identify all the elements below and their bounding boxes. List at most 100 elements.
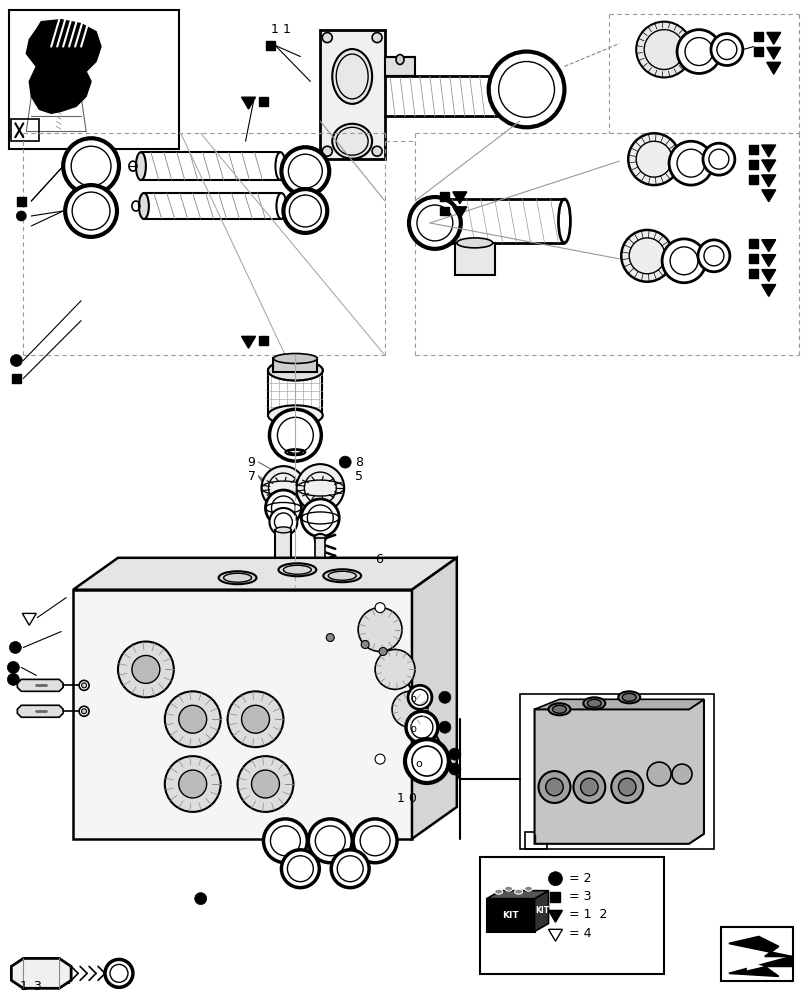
Bar bbox=[385, 57, 415, 76]
Circle shape bbox=[703, 143, 734, 175]
Ellipse shape bbox=[118, 660, 174, 679]
Circle shape bbox=[574, 771, 605, 803]
Circle shape bbox=[549, 872, 562, 886]
Text: 1: 1 bbox=[271, 23, 278, 36]
Circle shape bbox=[251, 770, 280, 798]
Circle shape bbox=[79, 680, 89, 690]
Ellipse shape bbox=[587, 699, 601, 707]
Bar bbox=[266, 41, 275, 50]
Ellipse shape bbox=[375, 608, 385, 651]
Ellipse shape bbox=[238, 774, 293, 794]
Circle shape bbox=[379, 647, 387, 655]
Bar bbox=[315, 538, 326, 563]
Ellipse shape bbox=[406, 691, 415, 727]
Ellipse shape bbox=[332, 124, 372, 159]
Circle shape bbox=[326, 634, 335, 642]
Text: 1: 1 bbox=[19, 980, 27, 993]
Circle shape bbox=[372, 33, 382, 43]
Circle shape bbox=[105, 959, 133, 987]
Circle shape bbox=[322, 146, 332, 156]
Polygon shape bbox=[762, 145, 776, 157]
Polygon shape bbox=[17, 705, 63, 717]
Ellipse shape bbox=[396, 55, 404, 65]
Circle shape bbox=[372, 146, 382, 156]
Circle shape bbox=[297, 464, 344, 512]
Polygon shape bbox=[535, 699, 704, 844]
Text: 3: 3 bbox=[33, 980, 41, 993]
Bar bbox=[17, 197, 26, 206]
Bar bbox=[455, 243, 494, 275]
Bar bbox=[550, 892, 561, 902]
Circle shape bbox=[618, 778, 636, 796]
Circle shape bbox=[301, 499, 339, 537]
Circle shape bbox=[63, 138, 119, 194]
Ellipse shape bbox=[165, 774, 221, 794]
Circle shape bbox=[361, 641, 369, 648]
Bar bbox=[259, 336, 268, 345]
Circle shape bbox=[7, 673, 19, 685]
Ellipse shape bbox=[499, 76, 520, 116]
Circle shape bbox=[262, 466, 305, 510]
Text: = 1  2: = 1 2 bbox=[570, 908, 608, 921]
Bar bbox=[440, 207, 449, 215]
Text: = 2: = 2 bbox=[570, 872, 592, 885]
Text: 1 0: 1 0 bbox=[397, 792, 417, 805]
Circle shape bbox=[409, 197, 461, 249]
Circle shape bbox=[581, 778, 598, 796]
Circle shape bbox=[647, 762, 671, 786]
Circle shape bbox=[118, 642, 174, 697]
Polygon shape bbox=[17, 679, 63, 691]
Ellipse shape bbox=[618, 691, 640, 703]
Circle shape bbox=[165, 691, 221, 747]
Circle shape bbox=[375, 649, 415, 689]
Text: KIT: KIT bbox=[503, 911, 519, 920]
Bar bbox=[480, 857, 664, 974]
Circle shape bbox=[375, 603, 385, 613]
Circle shape bbox=[284, 189, 327, 233]
Polygon shape bbox=[762, 270, 776, 281]
Polygon shape bbox=[767, 32, 781, 44]
Polygon shape bbox=[412, 558, 457, 839]
Circle shape bbox=[331, 850, 369, 888]
Polygon shape bbox=[27, 20, 101, 113]
Bar bbox=[273, 358, 318, 372]
Text: o: o bbox=[411, 724, 417, 734]
Text: 6: 6 bbox=[375, 553, 383, 566]
Ellipse shape bbox=[622, 693, 636, 701]
Ellipse shape bbox=[139, 193, 149, 219]
Circle shape bbox=[195, 893, 207, 905]
Ellipse shape bbox=[549, 703, 570, 715]
Polygon shape bbox=[11, 958, 71, 988]
Circle shape bbox=[82, 709, 86, 714]
Circle shape bbox=[621, 230, 673, 282]
Text: 9: 9 bbox=[247, 456, 255, 469]
Circle shape bbox=[65, 185, 117, 237]
Polygon shape bbox=[452, 192, 467, 204]
Bar bbox=[524, 832, 546, 849]
Bar bbox=[721, 927, 793, 981]
Circle shape bbox=[228, 691, 284, 747]
Ellipse shape bbox=[515, 889, 523, 894]
Ellipse shape bbox=[273, 354, 318, 363]
Bar bbox=[440, 192, 449, 201]
Polygon shape bbox=[729, 936, 792, 956]
Circle shape bbox=[636, 22, 692, 77]
Bar bbox=[749, 269, 758, 278]
Ellipse shape bbox=[165, 709, 221, 729]
Ellipse shape bbox=[279, 563, 316, 576]
Bar bbox=[10, 10, 179, 149]
Ellipse shape bbox=[219, 571, 256, 584]
Circle shape bbox=[242, 705, 269, 733]
Text: I: I bbox=[534, 835, 537, 845]
Bar bbox=[749, 254, 758, 263]
Text: = 3: = 3 bbox=[570, 890, 592, 903]
Ellipse shape bbox=[314, 534, 326, 542]
Ellipse shape bbox=[390, 649, 400, 689]
Circle shape bbox=[309, 819, 352, 863]
Polygon shape bbox=[535, 699, 704, 709]
Polygon shape bbox=[74, 558, 457, 590]
Bar bbox=[320, 30, 385, 159]
Ellipse shape bbox=[268, 405, 322, 425]
Ellipse shape bbox=[583, 697, 605, 709]
Text: 8: 8 bbox=[356, 456, 363, 469]
